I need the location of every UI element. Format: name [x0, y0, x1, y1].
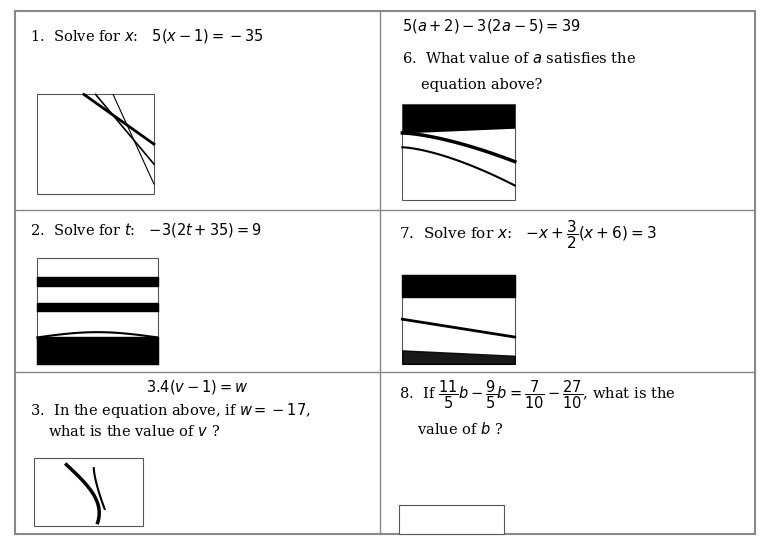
Text: 6.  What value of $a$ satisfies the: 6. What value of $a$ satisfies the: [402, 51, 637, 65]
Bar: [402, 104, 514, 200]
Bar: [399, 505, 504, 534]
Text: 7.  Solve for $x$:   $-x+\dfrac{3}{2}(x+6)=3$: 7. Solve for $x$: $-x+\dfrac{3}{2}(x+6)=…: [399, 218, 656, 251]
Text: equation above?: equation above?: [421, 78, 542, 93]
Bar: [37, 94, 154, 194]
Bar: [402, 275, 514, 364]
Text: 1.  Solve for $x$:   $5(x-1)=-35$: 1. Solve for $x$: $5(x-1)=-35$: [30, 27, 263, 45]
Bar: [37, 258, 158, 364]
Text: value of $b$ ?: value of $b$ ?: [417, 421, 504, 437]
Text: 3.  In the equation above, if $w=-17$,: 3. In the equation above, if $w=-17$,: [30, 401, 311, 420]
Text: $5(a+2)-3(2a-5)=39$: $5(a+2)-3(2a-5)=39$: [402, 17, 581, 35]
Text: 8.  If $\dfrac{11}{5}b - \dfrac{9}{5}b = \dfrac{7}{10} - \dfrac{27}{10}$, what i: 8. If $\dfrac{11}{5}b - \dfrac{9}{5}b = …: [399, 378, 675, 411]
Text: what is the value of $v$ ?: what is the value of $v$ ?: [49, 424, 220, 439]
Bar: [34, 458, 143, 526]
Text: 2.  Solve for $t$:   $-3(2t+35)=9$: 2. Solve for $t$: $-3(2t+35)=9$: [30, 221, 262, 239]
Text: $3.4(v-1)=w$: $3.4(v-1)=w$: [146, 378, 249, 396]
